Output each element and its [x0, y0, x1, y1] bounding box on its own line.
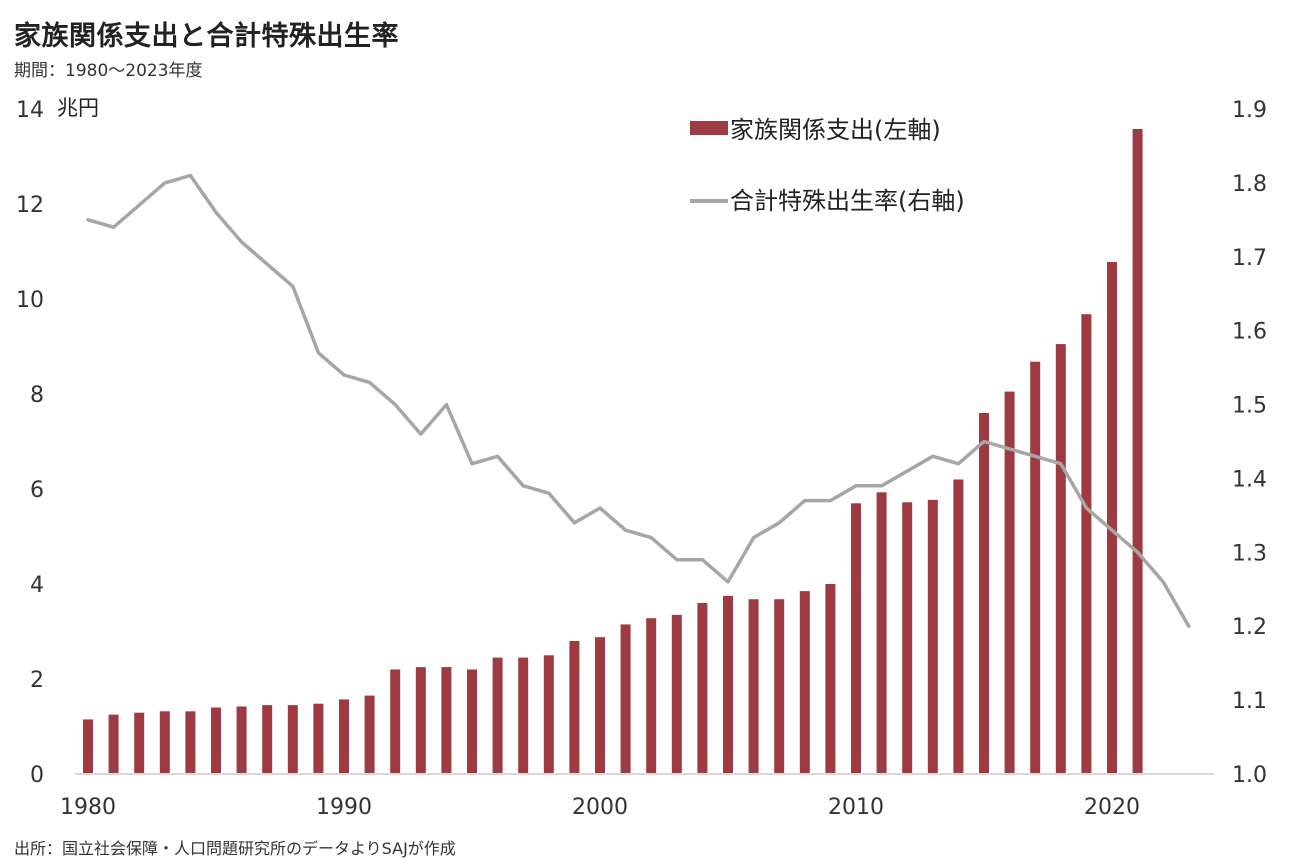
- legend-line-label: 合計特殊出生率(右軸): [730, 187, 965, 215]
- bar-2019: [1081, 314, 1092, 774]
- right-tick-label: 1.4: [1232, 467, 1267, 492]
- bar-2001: [620, 624, 631, 774]
- bar-2020: [1107, 262, 1117, 774]
- bar-1983: [159, 711, 170, 774]
- right-tick-label: 1.9: [1232, 98, 1267, 123]
- bar-2021: [1132, 129, 1143, 774]
- bar-2004: [697, 603, 708, 774]
- right-tick-label: 1.7: [1232, 246, 1267, 271]
- bar-2010: [851, 503, 861, 775]
- left-tick-label: 0: [30, 763, 44, 788]
- x-tick-label: 2020: [1084, 795, 1140, 820]
- bar-2005: [723, 595, 733, 774]
- left-tick-label: 4: [30, 573, 44, 598]
- bar-2007: [774, 599, 785, 774]
- left-tick-label: 10: [16, 288, 44, 313]
- bar-1993: [415, 667, 426, 774]
- bar-2014: [953, 479, 964, 774]
- bar-1985: [211, 707, 221, 774]
- right-tick-label: 1.1: [1232, 689, 1267, 714]
- legend-bar-label: 家族関係支出(左軸): [730, 116, 941, 144]
- bar-1986: [236, 706, 247, 774]
- right-tick-label: 1.2: [1232, 615, 1267, 640]
- left-tick-label: 12: [16, 193, 44, 218]
- chart-title: 家族関係支出と合計特殊出生率: [14, 21, 399, 52]
- left-tick-label: 14: [16, 98, 44, 123]
- bar-1995: [467, 669, 477, 774]
- bar-2013: [927, 499, 938, 774]
- bar-2011: [876, 492, 887, 774]
- bar-1992: [390, 669, 401, 774]
- right-tick-label: 1.8: [1232, 172, 1267, 197]
- bar-1984: [185, 711, 196, 774]
- x-tick-label: 2010: [828, 795, 884, 820]
- bar-2003: [671, 614, 682, 774]
- right-tick-label: 1.0: [1232, 763, 1267, 788]
- bar-series: [83, 129, 1143, 775]
- bar-1988: [287, 705, 298, 774]
- x-axis-ticks: 1980 1990 2000 2010 2020: [60, 795, 1140, 820]
- bar-1998: [543, 655, 554, 775]
- bar-2017: [1030, 361, 1041, 774]
- bar-2002: [646, 618, 657, 774]
- x-tick-label: 1980: [60, 795, 116, 820]
- right-tick-label: 1.3: [1232, 541, 1267, 566]
- left-tick-label: 2: [30, 668, 44, 693]
- bar-1980: [83, 719, 93, 774]
- bar-1994: [441, 667, 452, 774]
- chart-subtitle: 期間：1980～2023年度: [14, 61, 203, 81]
- bar-2015: [979, 413, 989, 774]
- bar-2016: [1004, 391, 1015, 774]
- right-axis-ticks: 1.0 1.1 1.2 1.3 1.4 1.5 1.6 1.7 1.8 1.9: [1232, 98, 1267, 788]
- left-tick-label: 8: [30, 383, 44, 408]
- legend-bar-swatch: [690, 121, 728, 135]
- source-note: 出所：国立社会保障・人口問題研究所のデータよりSAJが作成: [14, 839, 456, 858]
- bar-1991: [364, 695, 375, 774]
- left-axis-ticks: 0 2 4 6 8 10 12 14: [16, 98, 44, 788]
- bar-2008: [799, 591, 810, 774]
- bar-1989: [313, 703, 324, 774]
- bar-1981: [108, 714, 119, 774]
- bar-1990: [339, 699, 349, 774]
- x-tick-label: 1990: [316, 795, 372, 820]
- legend: 家族関係支出(左軸) 合計特殊出生率(右軸): [690, 116, 965, 215]
- bar-2009: [825, 584, 836, 774]
- right-tick-label: 1.6: [1232, 320, 1267, 345]
- bar-2018: [1055, 344, 1066, 774]
- bar-1999: [569, 641, 580, 774]
- bar-2006: [748, 599, 759, 774]
- left-axis-unit: 兆円: [57, 96, 99, 120]
- bar-1997: [518, 657, 529, 774]
- x-tick-label: 2000: [572, 795, 628, 820]
- right-tick-label: 1.5: [1232, 394, 1267, 419]
- bar-1982: [134, 712, 145, 774]
- birth-rate-line: [86, 173, 1191, 628]
- bar-2012: [902, 502, 913, 774]
- bar-2000: [595, 637, 605, 774]
- bar-1996: [492, 657, 503, 774]
- bar-1987: [262, 705, 273, 774]
- left-tick-label: 6: [30, 478, 44, 503]
